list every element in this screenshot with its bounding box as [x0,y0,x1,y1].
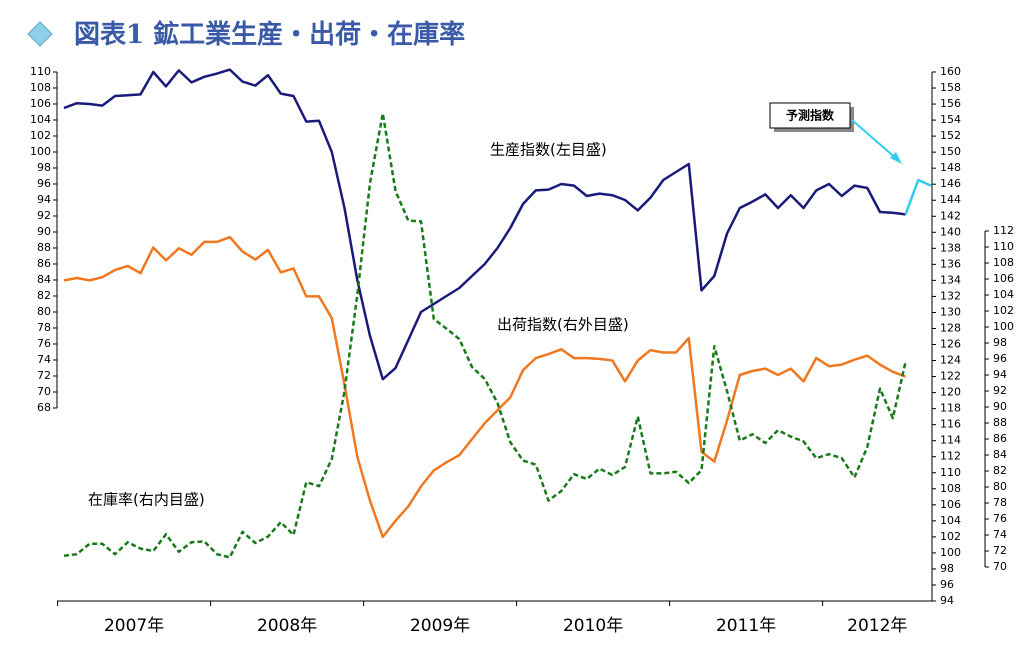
y2-tick-label: 158 [940,81,961,94]
y-tick-label: 110 [30,65,51,78]
y3-tick-label: 100 [993,320,1014,333]
y3-tick-label: 112 [993,224,1014,237]
series-line [63,235,906,539]
y2-tick-label: 136 [940,257,961,270]
x-group-label: 2008年 [257,616,317,636]
y3-tick-label: 88 [993,416,1007,429]
y-tick-label: 68 [37,401,51,414]
y2-tick-label: 128 [940,321,961,334]
x-group-label: 2012年 [847,616,907,636]
y2-tick-label: 152 [940,129,961,142]
y2-tick-label: 122 [940,370,961,383]
callout-arrow [851,119,899,161]
y2-tick-label: 134 [940,273,961,286]
y2-tick-label: 106 [940,498,961,511]
y-tick-label: 78 [37,321,51,334]
y2-tick-label: 144 [940,193,961,206]
y2-tick-label: 104 [940,514,961,527]
y-tick-label: 100 [30,145,51,158]
series-line [904,178,932,215]
y2-tick-label: 124 [940,354,961,367]
callout-arrow-head [890,152,902,164]
y3-tick-label: 96 [993,352,1007,365]
y-tick-label: 94 [37,193,51,206]
y3-tick-label: 108 [993,256,1014,269]
y2-tick-label: 148 [940,161,961,174]
y-tick-label: 82 [37,289,51,302]
y-tick-label: 80 [37,305,51,318]
series-line [63,112,907,559]
annotation: 在庫率(右内目盛) [88,491,205,509]
y2-tick-label: 96 [940,578,954,591]
y3-tick-label: 82 [993,464,1007,477]
y3-tick-label: 94 [993,368,1007,381]
y-tick-label: 86 [37,257,51,270]
y2-tick-label: 102 [940,530,961,543]
y-tick-label: 96 [37,177,51,190]
y3-tick-label: 86 [993,432,1007,445]
x-group-label: 2011年 [716,616,776,636]
y2-tick-label: 118 [940,402,961,415]
y2-tick-label: 112 [940,450,961,463]
y2-tick-label: 120 [940,386,961,399]
y3-tick-label: 98 [993,336,1007,349]
y2-tick-label: 126 [940,338,961,351]
y-tick-label: 88 [37,241,51,254]
y-tick-label: 102 [30,129,51,142]
y3-tick-label: 76 [993,512,1007,525]
y3-tick-label: 84 [993,448,1007,461]
y2-tick-label: 100 [940,546,961,559]
y3-tick-label: 92 [993,384,1007,397]
y-tick-label: 108 [30,81,51,94]
y3-tick-label: 72 [993,544,1007,557]
annotation: 出荷指数(右外目盛) [497,316,629,334]
callout-text: 予測指数 [786,108,835,123]
y-tick-label: 92 [37,209,51,222]
y-tick-label: 104 [30,113,51,126]
y3-tick-label: 70 [993,560,1007,573]
x-group-label: 2010年 [563,616,623,636]
chart-title: 図表1 鉱工業生産・出荷・在庫率 [74,19,465,50]
y2-tick-label: 130 [940,305,961,318]
y3-tick-label: 80 [993,480,1007,493]
y-tick-label: 84 [37,273,51,286]
y2-tick-label: 132 [940,289,961,302]
y-tick-label: 74 [37,353,51,366]
y2-tick-label: 138 [940,241,961,254]
y2-tick-label: 150 [940,145,961,158]
y3-tick-label: 102 [993,304,1014,317]
y3-tick-label: 110 [993,240,1014,253]
y-tick-label: 70 [37,385,51,398]
y2-tick-label: 108 [940,482,961,495]
y-tick-label: 106 [30,97,51,110]
y3-tick-label: 106 [993,272,1014,285]
y2-tick-label: 110 [940,466,961,479]
y-tick-label: 76 [37,337,51,350]
x-group-label: 2009年 [410,616,470,636]
y3-tick-label: 90 [993,400,1007,413]
y3-tick-label: 104 [993,288,1014,301]
y2-tick-label: 114 [940,434,961,447]
y2-tick-label: 94 [940,594,954,607]
y2-tick-label: 98 [940,562,954,575]
y2-tick-label: 140 [940,225,961,238]
x-group-label: 2007年 [104,616,164,636]
y2-tick-label: 154 [940,113,961,126]
y2-tick-label: 156 [940,97,961,110]
y2-tick-label: 146 [940,177,961,190]
callout-box [769,102,851,129]
title-icon [27,21,53,47]
y2-tick-label: 160 [940,65,961,78]
y2-tick-label: 142 [940,209,961,222]
y3-tick-label: 78 [993,496,1007,509]
y2-tick-label: 116 [940,418,961,431]
y-tick-label: 98 [37,161,51,174]
y-tick-label: 90 [37,225,51,238]
y3-tick-label: 74 [993,528,1007,541]
y-tick-label: 72 [37,369,51,382]
series-line [63,68,906,381]
annotation: 生産指数(左目盛) [490,141,607,159]
